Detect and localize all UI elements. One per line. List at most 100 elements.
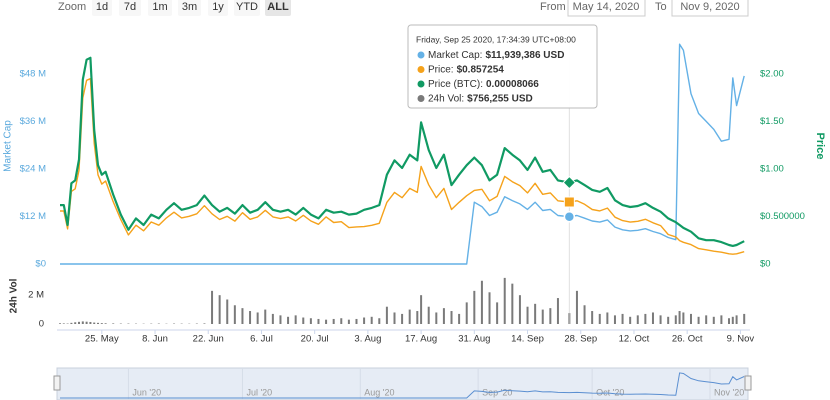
volume-bar xyxy=(651,312,654,324)
volume-bar xyxy=(629,316,632,324)
y-tick-label: $24 M xyxy=(20,163,46,174)
volume-bar xyxy=(435,312,438,324)
volume-bar xyxy=(621,313,624,324)
volume-bar xyxy=(534,303,537,324)
volume-bar xyxy=(496,302,499,324)
navigator-handle[interactable] xyxy=(744,375,752,391)
navigator-handle[interactable] xyxy=(53,375,61,391)
volume-bar xyxy=(264,309,267,324)
volume-bar xyxy=(302,317,305,324)
to-label: To xyxy=(655,1,667,13)
tooltip-row-label: Market Cap: xyxy=(428,50,482,61)
y-tick-label: $0 xyxy=(35,259,46,270)
volume-bar xyxy=(735,315,738,324)
volume-bar xyxy=(458,313,461,324)
volume-bar xyxy=(636,315,639,324)
navigator-line xyxy=(60,372,745,399)
series-line xyxy=(60,43,745,265)
zoom-button[interactable] xyxy=(234,0,260,16)
x-tick-label: 3. Aug xyxy=(354,334,381,345)
volume-bar xyxy=(211,290,214,324)
volume-bar xyxy=(85,321,88,324)
zoom-button[interactable] xyxy=(208,0,228,16)
volume-bar xyxy=(511,283,514,324)
volume-tick-label: 0 xyxy=(39,319,44,330)
zoom-button-label: 7d xyxy=(124,1,136,13)
hover-marker xyxy=(563,210,576,223)
volume-bar xyxy=(583,305,586,324)
volume-bar xyxy=(279,315,282,324)
volume-bar xyxy=(81,321,84,324)
navigator-tick-label: Oct '20 xyxy=(596,387,624,397)
volume-bar xyxy=(355,318,358,324)
y-tick-label: $36 M xyxy=(20,116,46,127)
y-tick-label: $48 M xyxy=(20,68,46,79)
y2-tick-label: $0.500000 xyxy=(760,211,805,222)
tooltip-row-value: $756,255 USD xyxy=(467,93,533,104)
zoom-button[interactable] xyxy=(119,0,141,16)
volume-bar xyxy=(74,322,77,324)
volume-bar xyxy=(720,315,723,324)
tooltip-row: 24h Vol: $756,255 USD xyxy=(428,93,533,104)
zoom-button[interactable] xyxy=(148,0,172,16)
volume-bar xyxy=(591,311,594,324)
tooltip-row: Price (BTC): 0.00008066 xyxy=(428,79,539,90)
zoom-button[interactable] xyxy=(265,0,291,16)
tooltip-row-value: 0.00008066 xyxy=(486,79,539,90)
volume-bar xyxy=(70,322,73,324)
volume-bar xyxy=(370,316,373,324)
volume-bar xyxy=(689,313,692,324)
volume-bar xyxy=(659,315,662,324)
volume-bar xyxy=(450,311,453,324)
volume-bar xyxy=(241,308,244,324)
x-tick-label: 25. May xyxy=(85,334,119,345)
volume-bar xyxy=(325,319,328,324)
y2-tick-label: $1.00 xyxy=(760,164,784,175)
volume-tick-label: 2 M xyxy=(28,290,44,301)
series-line xyxy=(60,56,745,247)
zoom-button[interactable] xyxy=(178,0,201,16)
volume-bar xyxy=(59,323,61,324)
volume-bar xyxy=(697,316,700,324)
volume-bar xyxy=(401,313,404,324)
tooltip-row-label: Price (BTC): xyxy=(428,79,483,90)
tooltip-dot xyxy=(417,51,425,59)
volume-bar xyxy=(541,309,544,324)
tooltip-dot xyxy=(417,66,425,73)
x-tick-label: 17. Aug xyxy=(405,334,437,345)
volume-bar xyxy=(287,316,290,324)
zoom-button-label: 1m xyxy=(152,1,167,13)
volume-bar xyxy=(294,315,297,324)
tooltip-dot xyxy=(417,80,425,88)
from-value: May 14, 2020 xyxy=(573,1,640,13)
volume-bar xyxy=(465,302,468,324)
volume-bar xyxy=(731,316,734,324)
navigator[interactable] xyxy=(56,367,749,400)
from-input[interactable] xyxy=(567,0,646,17)
y-tick-label: $12 M xyxy=(20,211,46,222)
volume-bar xyxy=(727,318,730,324)
volume-bar xyxy=(256,312,259,324)
tooltip-row: Price: $0.857254 xyxy=(428,64,504,75)
volume-bar xyxy=(416,311,419,324)
volume-bar xyxy=(249,311,252,324)
y-axis-title: Market Cap xyxy=(3,120,14,172)
volume-bar xyxy=(89,321,92,324)
tooltip-box xyxy=(407,24,598,109)
volume-bar xyxy=(271,313,274,324)
volume-bar xyxy=(62,323,65,324)
zoom-button[interactable] xyxy=(92,0,112,16)
volume-bar xyxy=(442,308,445,324)
to-input[interactable] xyxy=(671,0,749,17)
x-tick-label: 14. Sep xyxy=(511,334,544,345)
volume-bar xyxy=(674,315,677,324)
volume-bar xyxy=(393,312,396,324)
volume-bar xyxy=(97,322,100,324)
tooltip-row-value: $11,939,386 USD xyxy=(485,50,564,61)
volume-bar xyxy=(100,323,103,324)
hover-marker xyxy=(562,175,577,190)
volume-bar xyxy=(427,306,430,324)
zoom-button-label: 1d xyxy=(96,1,108,13)
tooltip-row: Market Cap: $11,939,386 USD xyxy=(428,50,564,61)
tooltip-dot xyxy=(417,95,425,102)
